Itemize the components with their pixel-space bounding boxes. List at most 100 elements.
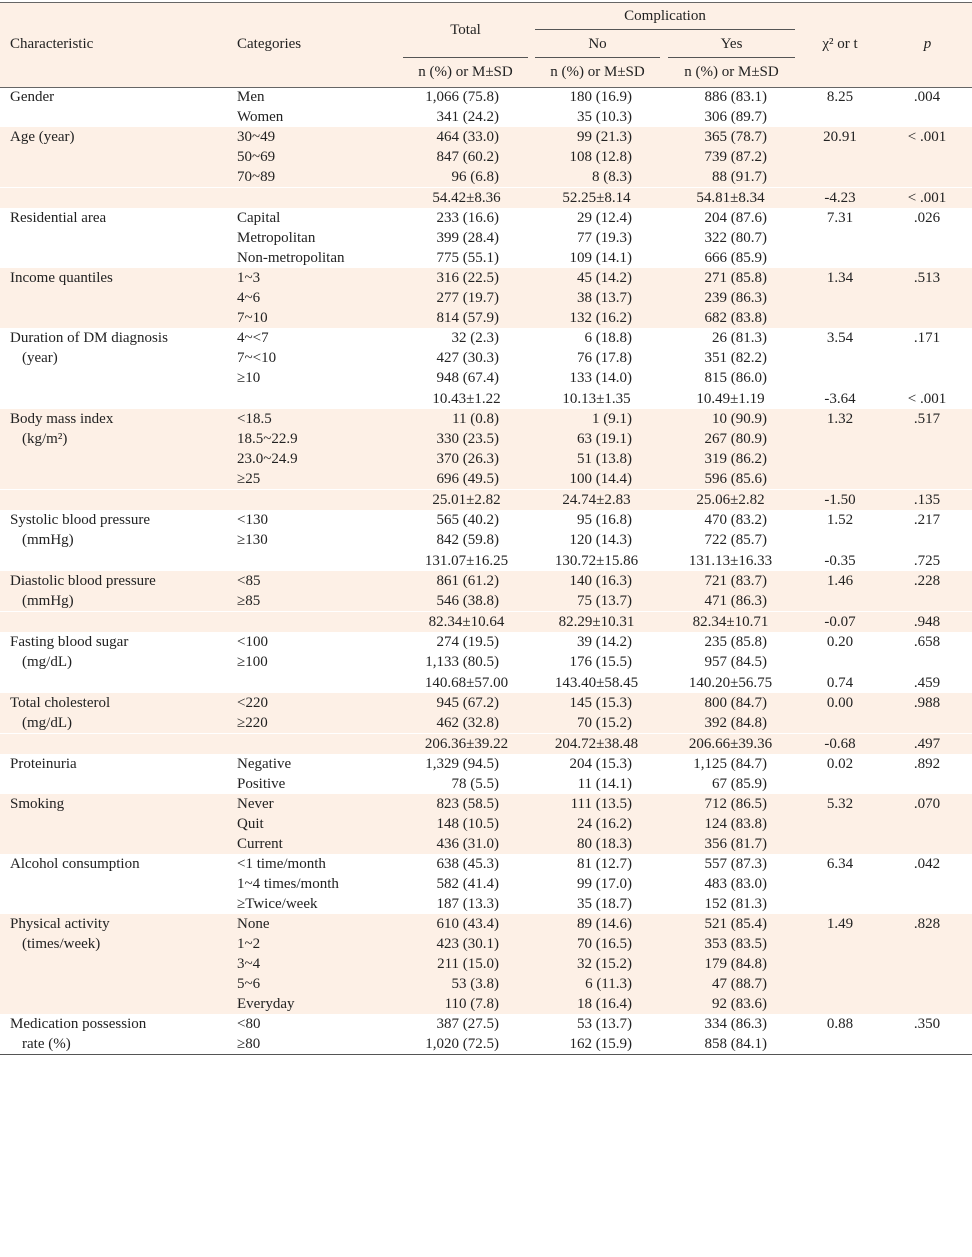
value-cell: 67 (85.9)	[712, 776, 767, 792]
value-cell: 25.06±2.82	[663, 489, 798, 510]
value-cell: 82.34±10.71	[663, 611, 798, 632]
category-cell	[227, 489, 403, 510]
value-cell: 427 (30.3)	[436, 350, 500, 366]
p-cell: .135	[882, 489, 972, 510]
header-cell: p	[923, 36, 932, 52]
value-cell: 470 (83.2)	[704, 512, 768, 528]
characteristic-cell	[0, 187, 227, 208]
value-cell: 176 (15.5)	[569, 654, 633, 670]
table-row: ≥Twice/week 187 (13.3) 35 (18.7) 152 (81.3)	[0, 894, 972, 914]
p-cell: .658	[913, 634, 941, 650]
stat-cell	[798, 834, 882, 854]
category-cell: Women	[237, 109, 284, 125]
table-row: ≥10 948 (67.4) 133 (14.0) 815 (86.0)	[0, 368, 972, 389]
rule	[403, 57, 528, 58]
row-group: Smoking Never 823 (58.5) 111 (13.5) 712 (86.…	[0, 794, 972, 854]
value-cell: 82.34±10.64	[403, 611, 530, 632]
value-cell: 145 (15.3)	[530, 693, 663, 713]
table-row: 5~6 53 (3.8) 6 (11.3) 47 (88.7)	[0, 974, 972, 994]
value-cell: 11 (0.8)	[403, 409, 530, 429]
category-cell: 18.5~22.9	[227, 429, 403, 449]
characteristic-cell: (mg/dL)	[22, 654, 72, 670]
value-cell: 25.01±2.82	[403, 489, 530, 510]
p-cell: < .001	[882, 127, 972, 147]
p-cell: .497	[882, 733, 972, 754]
value-cell: 423 (30.1)	[403, 934, 530, 954]
category-cell	[227, 388, 403, 409]
table-row: 3~4 211 (15.0) 32 (15.2) 179 (84.8)	[0, 954, 972, 974]
value-cell: 75 (13.7)	[530, 591, 663, 612]
p-cell: .828	[882, 914, 972, 934]
header-cell: n (%) or M±SD	[550, 64, 645, 80]
value-cell: 886 (83.1)	[704, 89, 768, 105]
p-cell: .988	[882, 693, 972, 713]
header-cell: n (%) or M±SD	[418, 64, 513, 80]
value-cell: 341 (24.2)	[436, 109, 500, 125]
p-cell: .228	[882, 571, 972, 591]
table-row: Fasting blood sugar <100 274 (19.5) 39 (14.…	[0, 632, 972, 652]
value-cell: 204 (15.3)	[569, 756, 633, 772]
value-cell: 131.07±16.25	[403, 550, 530, 571]
stat-cell: -1.50	[798, 489, 882, 510]
p-cell	[882, 228, 972, 248]
value-cell: 666 (85.9)	[704, 250, 768, 266]
stat-cell	[798, 449, 882, 469]
table-row: (mmHg) ≥130 842 (59.8) 120 (14.3) 722 (85.7)	[0, 530, 972, 551]
value-cell: 462 (32.8)	[403, 713, 530, 734]
value-cell: 76 (17.8)	[577, 350, 632, 366]
stat-cell: 7.31	[826, 210, 854, 226]
value-cell: 271 (85.8)	[663, 268, 798, 288]
value-cell: 39 (14.2)	[577, 634, 632, 650]
value-cell: 356 (81.7)	[663, 834, 798, 854]
value-cell: 179 (84.8)	[663, 954, 798, 974]
stat-cell	[798, 147, 882, 167]
value-cell: 70 (15.2)	[530, 713, 663, 734]
stat-cell	[798, 530, 882, 551]
value-cell: 582 (41.4)	[436, 876, 500, 892]
p-cell	[882, 713, 972, 734]
value-cell: 92 (83.6)	[663, 994, 798, 1014]
value-cell: 957 (84.5)	[704, 654, 768, 670]
value-cell: 842 (59.8)	[436, 532, 500, 548]
p-cell	[882, 994, 972, 1014]
category-cell: <85	[227, 571, 403, 591]
table-row: Systolic blood pressure <130 565 (40.2) 95 …	[0, 510, 972, 530]
stat-cell	[798, 288, 882, 308]
table-row: 131.07±16.25 130.72±15.86 131.13±16.33 -0.3…	[0, 550, 972, 571]
characteristic-cell: Physical activity	[0, 914, 227, 934]
value-cell: 80 (18.3)	[530, 834, 663, 854]
value-cell: 1,020 (72.5)	[425, 1036, 499, 1052]
stat-cell: 1.49	[798, 914, 882, 934]
p-cell	[882, 107, 972, 127]
p-cell	[882, 308, 972, 328]
value-cell: 187 (13.3)	[436, 896, 500, 912]
stat-cell: -0.07	[798, 611, 882, 632]
value-cell: 596 (85.6)	[663, 469, 798, 490]
value-cell: 206.66±39.36	[663, 733, 798, 754]
value-cell: 1,066 (75.8)	[425, 89, 499, 105]
value-cell: 6 (11.3)	[530, 974, 663, 994]
stat-cell	[798, 934, 882, 954]
characteristic-cell: Diastolic blood pressure	[0, 571, 227, 591]
value-cell: 54.42±8.36	[403, 187, 530, 208]
value-cell: 54.81±8.34	[663, 187, 798, 208]
stat-cell: 0.74	[798, 672, 882, 693]
value-cell: 815 (86.0)	[704, 370, 768, 386]
characteristic-cell: Duration of DM diagnosis	[10, 330, 168, 346]
table-row: Women 341 (24.2) 35 (10.3) 306 (89.7)	[0, 107, 972, 127]
characteristic-cell: Alcohol consumption	[10, 856, 140, 872]
value-cell: 330 (23.5)	[403, 429, 530, 449]
value-cell: 10.13±1.35	[530, 388, 663, 409]
table-row: Everyday 110 (7.8) 18 (16.4) 92 (83.6)	[0, 994, 972, 1014]
value-cell: 351 (82.2)	[704, 350, 768, 366]
p-cell	[882, 591, 972, 612]
p-cell	[882, 248, 972, 268]
value-cell: 353 (83.5)	[663, 934, 798, 954]
row-group: Alcohol consumption <1 time/month 638 (45.…	[0, 854, 972, 914]
category-cell: <100	[237, 634, 268, 650]
category-cell: 50~69	[227, 147, 403, 167]
value-cell: 334 (86.3)	[704, 1016, 768, 1032]
table-row: Smoking Never 823 (58.5) 111 (13.5) 712 (86.…	[0, 794, 972, 814]
header-cell: No	[588, 36, 607, 52]
category-cell: 7~10	[227, 308, 403, 328]
